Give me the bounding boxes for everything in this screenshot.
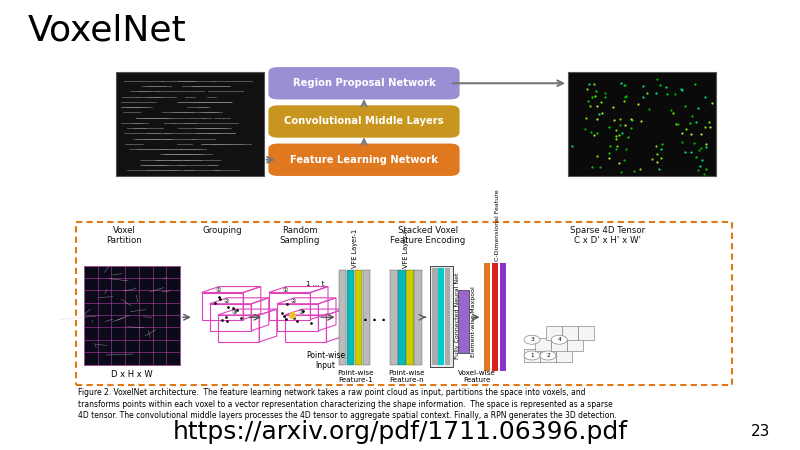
Text: 1: 1	[530, 353, 534, 358]
Bar	[551, 338, 567, 351]
Bar	[406, 270, 414, 364]
Bar	[500, 263, 506, 371]
Text: Figure 2. VoxelNet architecture.  The feature learning network takes a raw point: Figure 2. VoxelNet architecture. The fea…	[78, 388, 585, 397]
Text: transforms points within each voxel to a vector representation characterizing th: transforms points within each voxel to a…	[78, 400, 612, 409]
Bar	[363, 270, 370, 364]
Text: Convolutional Middle Layers: Convolutional Middle Layers	[284, 117, 444, 126]
Bar	[355, 270, 362, 364]
Text: Point-wise
Feature-1: Point-wise Feature-1	[337, 370, 374, 383]
Text: VFE Layer-n: VFE Layer-n	[403, 229, 410, 268]
Bar	[432, 268, 438, 365]
Bar	[339, 270, 346, 364]
Bar	[484, 263, 490, 371]
Text: Point-wise
Input: Point-wise Input	[306, 351, 345, 370]
Bar	[578, 326, 594, 340]
Text: ②: ②	[223, 299, 230, 304]
Text: Feature Learning Network: Feature Learning Network	[290, 155, 438, 165]
Circle shape	[524, 335, 540, 344]
Bar	[438, 268, 444, 365]
Text: Random
Sampling: Random Sampling	[280, 226, 320, 245]
Text: 4D tensor. The convolutional middle layers processes the 4D tensor to aggregate : 4D tensor. The convolutional middle laye…	[78, 411, 616, 420]
Text: 23: 23	[751, 424, 770, 440]
Text: https://arxiv.org/pdf/1711.06396.pdf: https://arxiv.org/pdf/1711.06396.pdf	[173, 420, 627, 444]
Text: Region Proposal Network: Region Proposal Network	[293, 78, 435, 88]
Text: Sparse 4D Tensor
C x D' x H' x W': Sparse 4D Tensor C x D' x H' x W'	[570, 226, 646, 245]
Text: Element-wise Maxpool: Element-wise Maxpool	[471, 286, 476, 357]
Bar	[277, 304, 318, 331]
Bar	[445, 268, 450, 365]
Bar	[492, 263, 498, 371]
Bar	[285, 315, 326, 342]
Text: 4: 4	[558, 337, 561, 342]
Text: 2: 2	[546, 353, 550, 358]
Circle shape	[551, 335, 567, 344]
FancyBboxPatch shape	[269, 67, 459, 99]
Text: ③: ③	[298, 310, 305, 315]
Text: Point-wise
Feature-n: Point-wise Feature-n	[388, 370, 425, 383]
Text: 1 ... t: 1 ... t	[306, 280, 325, 287]
Circle shape	[524, 351, 540, 360]
Bar	[347, 270, 354, 364]
Bar	[556, 349, 572, 362]
Text: ②: ②	[290, 299, 297, 304]
Bar	[546, 326, 562, 340]
Text: 3: 3	[530, 337, 534, 342]
Bar	[210, 304, 251, 331]
Text: Voxel-wise
Feature: Voxel-wise Feature	[458, 370, 496, 383]
Bar	[414, 270, 422, 364]
FancyBboxPatch shape	[269, 105, 459, 138]
Text: C-Dimensional Feature: C-Dimensional Feature	[495, 189, 500, 261]
Text: Stacked Voxel
Feature Encoding: Stacked Voxel Feature Encoding	[390, 226, 466, 245]
Bar	[398, 270, 406, 364]
Text: . . .: . . .	[363, 311, 386, 324]
Bar	[458, 290, 469, 353]
Text: Fully Connected Neural Net: Fully Connected Neural Net	[455, 273, 460, 360]
Bar	[84, 266, 180, 365]
Bar	[540, 349, 556, 362]
Bar	[430, 266, 453, 367]
Text: ①: ①	[282, 288, 289, 293]
Bar	[562, 326, 578, 340]
Bar	[269, 292, 310, 320]
Text: Voxel
Partition: Voxel Partition	[106, 226, 142, 245]
Bar	[390, 270, 398, 364]
FancyBboxPatch shape	[269, 144, 459, 176]
Text: D x H x W: D x H x W	[111, 370, 153, 379]
Bar	[524, 349, 540, 362]
Bar	[202, 292, 243, 320]
Bar	[568, 72, 716, 176]
Circle shape	[540, 351, 556, 360]
Bar	[218, 315, 259, 342]
Text: ③: ③	[231, 310, 238, 315]
Bar	[116, 72, 264, 176]
Bar	[567, 338, 583, 351]
Text: VFE Layer-1: VFE Layer-1	[352, 229, 358, 268]
Text: VoxelNet: VoxelNet	[28, 14, 186, 48]
Text: ①: ①	[215, 288, 222, 293]
Text: Grouping: Grouping	[202, 226, 242, 235]
Bar	[535, 338, 551, 351]
